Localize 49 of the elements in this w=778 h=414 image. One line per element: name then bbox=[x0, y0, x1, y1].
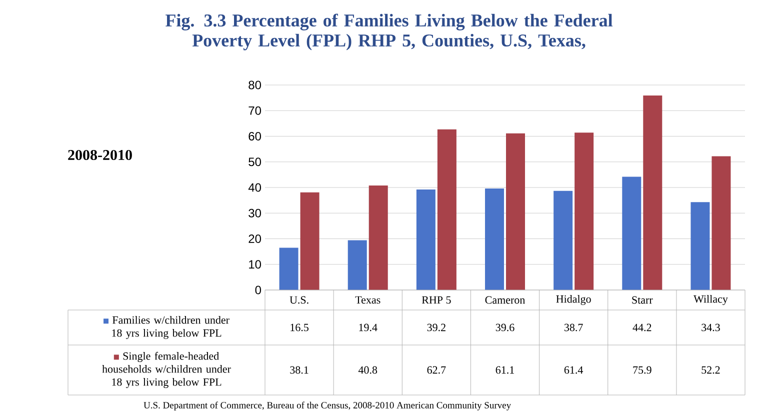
x-tick-label: U.S. bbox=[290, 296, 308, 304]
legend-label: Single female-headed households w/children under 18 yrs living below FPL bbox=[102, 352, 231, 388]
bar bbox=[300, 192, 320, 290]
data-label: 39.6 bbox=[496, 324, 514, 332]
bar bbox=[690, 202, 710, 290]
data-label: 19.4 bbox=[359, 324, 378, 332]
y-tick-label: 60 bbox=[248, 132, 262, 141]
text: 2008-2010 bbox=[68, 150, 132, 160]
y-tick-label: 70 bbox=[248, 106, 262, 115]
bar bbox=[506, 133, 526, 290]
data-label: 44.2 bbox=[632, 324, 652, 332]
bar bbox=[574, 132, 594, 290]
x-tick-label: Hidalgo bbox=[556, 295, 591, 306]
y-tick-label: 80 bbox=[248, 80, 262, 90]
y-tick-label: 30 bbox=[248, 208, 262, 218]
y-tick-label: 50 bbox=[248, 158, 262, 166]
y-tick-label: 10 bbox=[249, 260, 262, 269]
data-label: 62.7 bbox=[427, 366, 446, 374]
bar bbox=[279, 248, 298, 290]
x-tick-label: Cameron bbox=[485, 296, 525, 304]
bar bbox=[485, 188, 504, 290]
legend-label: Families w/children under 18 yrs living below FPL bbox=[112, 316, 230, 340]
bar bbox=[437, 129, 456, 290]
bar bbox=[622, 176, 642, 290]
x-tick-label: RHP 5 bbox=[422, 296, 451, 304]
data-label: 61.4 bbox=[564, 366, 584, 374]
data-label: 38.1 bbox=[290, 366, 308, 374]
data-label: 40.8 bbox=[358, 366, 378, 374]
y-tick-label: 20 bbox=[248, 234, 262, 244]
y-tick-label: 40 bbox=[248, 183, 262, 192]
bar bbox=[416, 190, 436, 290]
data-label: 39.2 bbox=[427, 324, 446, 332]
bar bbox=[712, 156, 731, 290]
y-tick-label: 0 bbox=[255, 286, 262, 294]
bar bbox=[348, 240, 367, 290]
bar bbox=[643, 96, 662, 290]
chart-title: Fig. 3.3 Percentage of Families Living Below the Federal Poverty Level (FPL) RHP 5, Counties, U.S, Texas, bbox=[166, 14, 613, 50]
x-tick-label: Willacy bbox=[694, 295, 728, 306]
x-tick-label: Texas bbox=[355, 296, 380, 304]
data-label: 16.5 bbox=[290, 324, 308, 332]
bar bbox=[554, 190, 573, 290]
data-label: 75.9 bbox=[633, 366, 652, 374]
data-label: 52.2 bbox=[702, 366, 720, 374]
data-label: 61.1 bbox=[496, 366, 514, 374]
data-label: 34.3 bbox=[702, 324, 720, 332]
data-label: 38.7 bbox=[564, 324, 583, 332]
x-tick-label: Starr bbox=[632, 296, 653, 304]
text: U.S. Department of Commerce, Bureau of the Census, 2008-2010 American Community Survey bbox=[144, 402, 512, 410]
bar bbox=[368, 185, 388, 290]
